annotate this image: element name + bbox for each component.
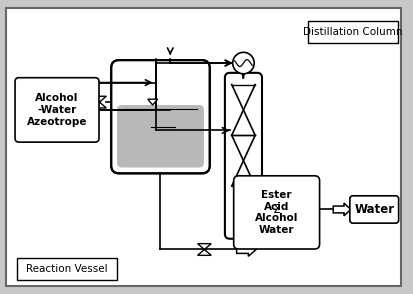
FancyBboxPatch shape (6, 9, 400, 285)
Circle shape (265, 199, 287, 220)
FancyArrow shape (332, 203, 350, 216)
Polygon shape (197, 244, 211, 255)
Polygon shape (93, 96, 106, 108)
Text: Water: Water (354, 203, 393, 216)
FancyArrow shape (40, 95, 65, 109)
Text: $\Sigma$: $\Sigma$ (271, 203, 280, 216)
FancyArrow shape (236, 243, 256, 256)
FancyBboxPatch shape (17, 258, 116, 280)
Polygon shape (147, 99, 157, 105)
Text: Distillation Column: Distillation Column (302, 27, 401, 37)
FancyBboxPatch shape (233, 176, 319, 249)
FancyBboxPatch shape (224, 73, 261, 239)
FancyBboxPatch shape (307, 21, 397, 43)
FancyBboxPatch shape (15, 78, 99, 142)
FancyBboxPatch shape (111, 60, 209, 173)
FancyBboxPatch shape (349, 196, 398, 223)
Text: Reaction Vessel: Reaction Vessel (26, 264, 107, 274)
Text: Alcohol
-Water
Azeotrope: Alcohol -Water Azeotrope (27, 93, 87, 126)
FancyBboxPatch shape (117, 105, 204, 168)
Circle shape (232, 52, 254, 74)
Text: Ester
Acid
Alcohol
Water: Ester Acid Alcohol Water (254, 190, 298, 235)
